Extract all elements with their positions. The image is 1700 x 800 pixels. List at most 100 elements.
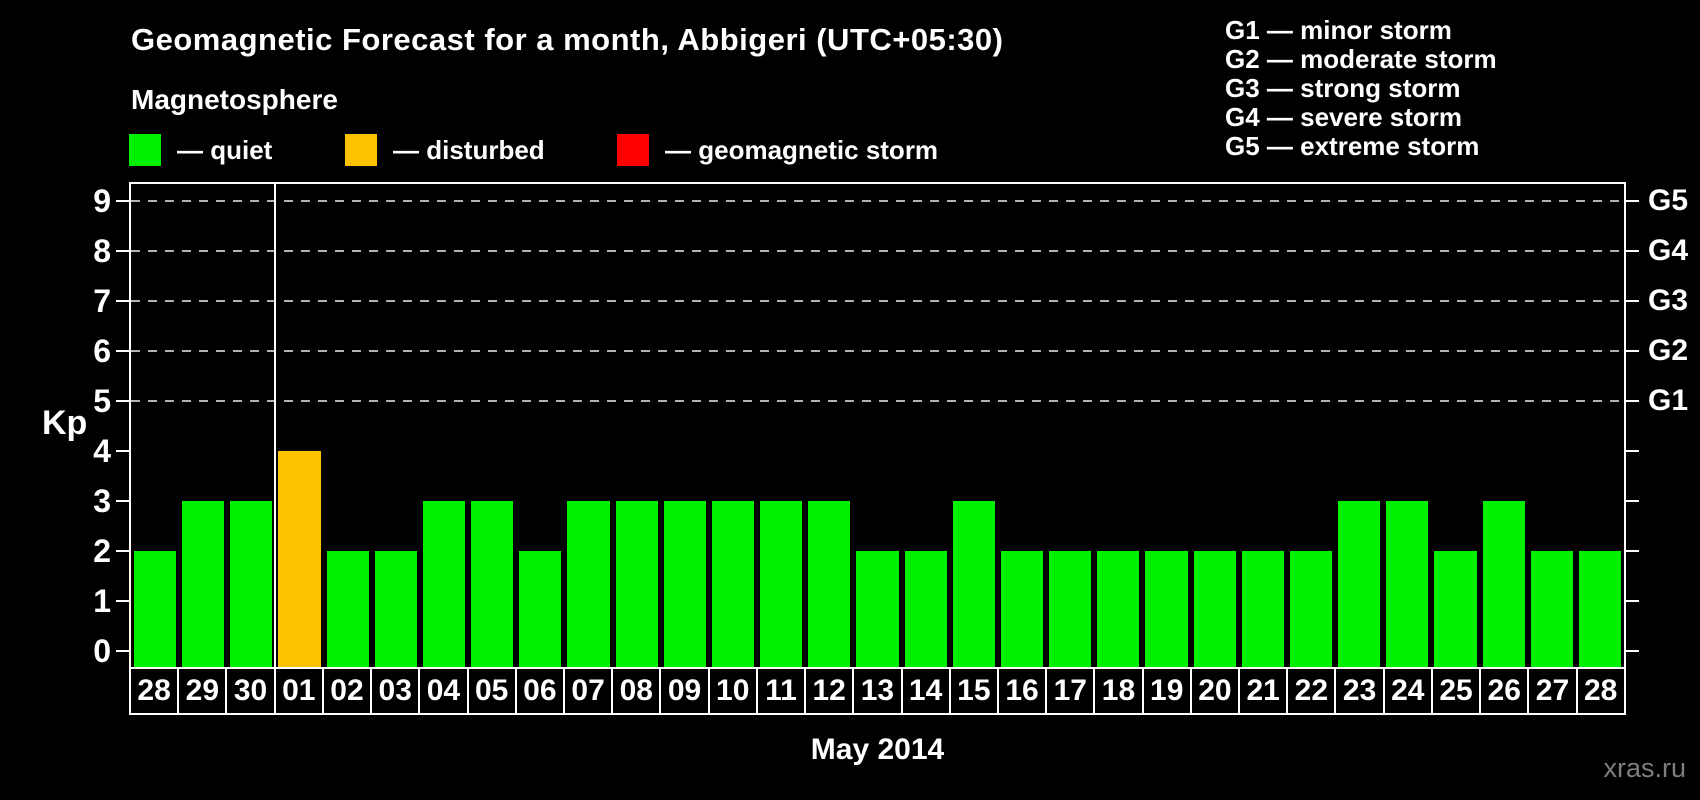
bar-day-03	[374, 551, 417, 667]
bar-day-07	[567, 501, 610, 667]
right-tick-kp9	[1626, 200, 1639, 202]
y-axis-tick-label-7: 7	[93, 283, 111, 319]
x-axis-day-09: 09	[661, 669, 710, 713]
bar-day-12	[808, 501, 851, 667]
y-axis-tick-label-2: 2	[93, 533, 111, 569]
bar-day-08	[615, 501, 658, 667]
storm-scale-legend-g4: G4 — severe storm	[1225, 102, 1463, 132]
y-axis-tick-label-3: 3	[93, 483, 111, 519]
x-axis-day-28: 28	[1583, 674, 1618, 707]
bar-day-29	[182, 501, 225, 667]
bar-day-16	[1000, 551, 1044, 667]
gridline-kp7	[131, 300, 1624, 302]
y-axis-title: Kp	[42, 404, 88, 442]
right-tick-kp5	[1626, 400, 1639, 402]
x-axis-day-26: 26	[1481, 669, 1530, 713]
x-axis-day-28: 28	[131, 669, 180, 713]
bar-day-09	[663, 501, 706, 667]
right-tick-kp6	[1626, 350, 1639, 352]
bar-day-02	[326, 551, 369, 667]
x-axis-day-13: 13	[854, 669, 903, 713]
legend-item-quiet: — quiet	[129, 133, 272, 167]
bar-day-04	[422, 501, 466, 667]
x-axis-day-24: 24	[1385, 669, 1433, 713]
bar-day-27	[1530, 551, 1573, 667]
disturbed-swatch-icon	[345, 134, 377, 166]
bar-day-01	[278, 451, 321, 667]
x-axis-day-21: 21	[1240, 669, 1289, 713]
bar-day-14	[904, 551, 947, 667]
left-tick-kp6	[116, 350, 129, 352]
right-axis-label-g3: G3	[1648, 284, 1689, 317]
chart-title: Geomagnetic Forecast for a month, Abbige…	[131, 22, 1004, 57]
x-axis-day-05: 05	[469, 669, 517, 713]
bar-day-05	[471, 501, 514, 667]
x-axis-day-23: 23	[1336, 669, 1385, 713]
left-tick-kp2	[116, 550, 129, 552]
x-axis-day-15: 15	[951, 669, 999, 713]
x-axis-day-06: 06	[517, 669, 565, 713]
bar-day-23	[1338, 501, 1381, 667]
legend-item-disturbed: — disturbed	[345, 133, 545, 167]
storm-swatch-icon	[617, 134, 649, 166]
left-tick-kp5	[116, 400, 129, 402]
x-axis-day-30: 30	[227, 669, 276, 713]
left-tick-kp4	[116, 450, 129, 452]
x-axis-day-27: 27	[1529, 669, 1578, 713]
bar-day-13	[856, 551, 899, 667]
quiet-swatch-icon	[129, 134, 161, 166]
bar-day-20	[1193, 551, 1236, 667]
x-axis-day-14: 14	[903, 669, 951, 713]
x-axis-day-08: 08	[613, 669, 662, 713]
y-axis-tick-label-1: 1	[93, 583, 111, 619]
bar-day-25	[1434, 551, 1477, 667]
month-divider-line	[274, 184, 277, 667]
right-axis-label-g1: G1	[1648, 384, 1689, 417]
right-tick-kp2	[1626, 550, 1639, 552]
right-tick-kp8	[1626, 250, 1639, 252]
x-axis-row: 28 29 30 01 02 03 04 05 06 07 08 09 10 11 12 13 14 15 16 17…	[129, 667, 1626, 715]
right-tick-kp4	[1626, 450, 1639, 452]
storm-scale-legend-g3: G3 — strong storm	[1225, 73, 1461, 103]
gridline-kp5	[131, 400, 1624, 402]
bar-day-10	[711, 501, 755, 667]
x-axis-day-03: 03	[372, 669, 421, 713]
x-axis-day-22: 22	[1288, 669, 1337, 713]
x-axis-day-10: 10	[710, 669, 758, 713]
y-axis-tick-label-0: 0	[93, 633, 111, 669]
x-axis-day-25: 25	[1433, 669, 1482, 713]
plot-area: 0 1 2 3 4 5 G1 6 G2 7 G3 8 G4 9 G5	[93, 182, 1688, 669]
x-axis-day-04: 04	[420, 669, 469, 713]
x-axis-day-02: 02	[324, 669, 373, 713]
storm-scale-legend-g2: G2 — moderate storm	[1225, 44, 1497, 74]
left-tick-kp7	[116, 300, 129, 302]
storm-scale-legend-g1: G1 — minor storm	[1225, 15, 1452, 45]
gridline-kp9	[131, 200, 1624, 202]
storm-scale-legend-g5: G5 — extreme storm	[1225, 131, 1480, 161]
bar-day-24	[1386, 501, 1429, 667]
legend-title: Magnetosphere	[131, 84, 338, 115]
bar-day-28	[134, 551, 177, 667]
bar-day-22	[1289, 551, 1333, 667]
legend-item-label: — disturbed	[393, 134, 545, 165]
bar-day-30	[230, 501, 273, 667]
bar-day-15	[952, 501, 995, 667]
left-tick-kp9	[116, 200, 129, 202]
x-axis-day-17: 17	[1047, 669, 1096, 713]
right-tick-kp7	[1626, 300, 1639, 302]
gridline-kp8	[131, 250, 1624, 252]
x-axis-day-11: 11	[758, 669, 807, 713]
x-axis-day-20: 20	[1192, 669, 1241, 713]
bar-day-11	[760, 501, 803, 667]
left-tick-kp8	[116, 250, 129, 252]
right-tick-kp1	[1626, 600, 1639, 602]
y-axis-tick-label-5: 5	[93, 383, 111, 419]
right-axis-label-g4: G4	[1648, 234, 1689, 267]
right-tick-kp0	[1626, 650, 1639, 652]
x-axis-day-19: 19	[1144, 669, 1192, 713]
x-axis-day-07: 07	[565, 669, 614, 713]
left-tick-kp0	[116, 650, 129, 652]
x-axis-day-29: 29	[179, 669, 228, 713]
bar-day-06	[519, 551, 562, 667]
